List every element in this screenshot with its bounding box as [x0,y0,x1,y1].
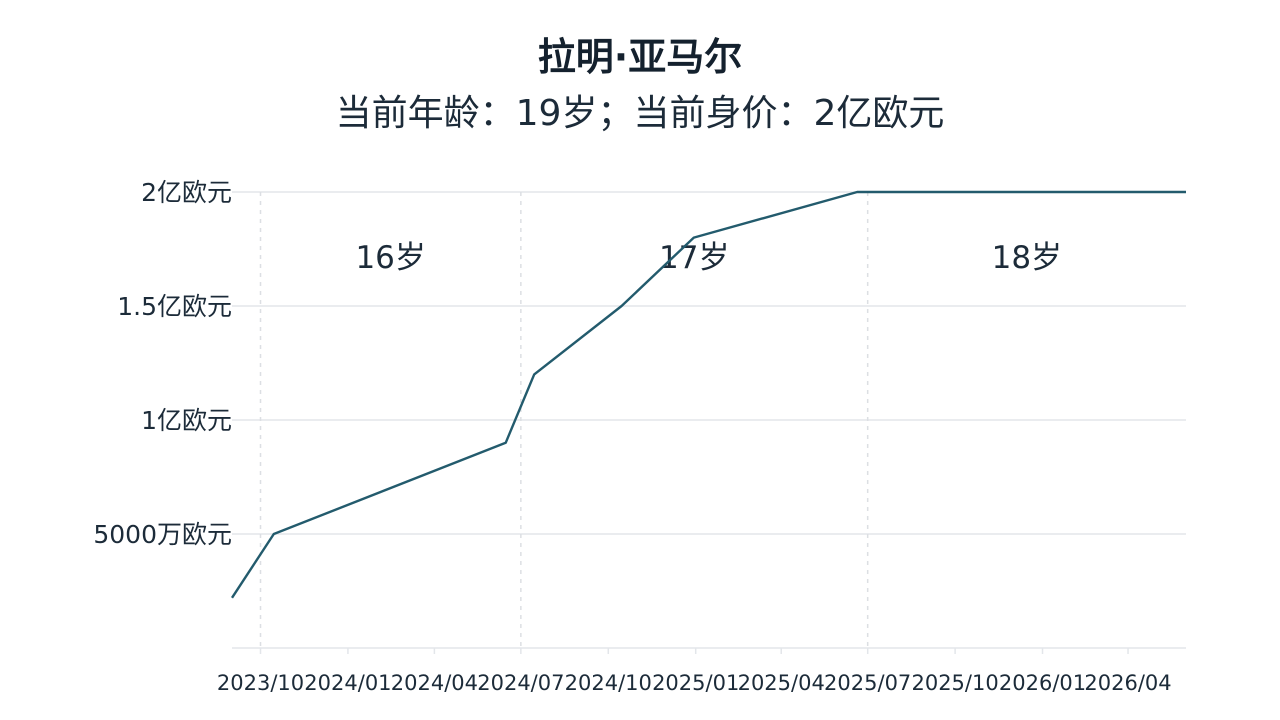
x-tick-label: 2023/10 [217,671,304,695]
x-tick-label: 2024/10 [565,671,652,695]
age-labels: 16岁 17岁 18岁 [355,240,1062,276]
y-axis-ticks: 5000万欧元 1亿欧元 1.5亿欧元 2亿欧元 [93,178,232,549]
y-tick-label: 1.5亿欧元 [117,292,232,321]
series [230,190,1186,599]
age-dividers [259,192,869,648]
age-label: 16岁 [355,240,425,276]
x-tick-label: 2026/04 [1084,671,1171,695]
chart-subtitle: 当前年龄：19岁；当前身价：2亿欧元 [335,93,945,134]
x-tick-label: 2025/04 [738,671,825,695]
y-tick-label: 2亿欧元 [141,178,232,207]
x-tick-label: 2024/04 [391,671,478,695]
x-tick-label: 2024/01 [304,671,391,695]
x-axis-ticks: 2023/10 2024/01 2024/04 2024/07 2024/10 2025/… [217,648,1172,695]
x-tick-label: 2025/10 [911,671,998,695]
age-label: 18岁 [992,240,1062,276]
age-label: 17岁 [659,240,729,276]
x-tick-label: 2025/07 [824,671,911,695]
x-tick-label: 2025/01 [652,671,739,695]
x-tick-label: 2024/07 [477,671,564,695]
y-tick-label: 1亿欧元 [141,406,232,435]
x-tick-label: 2026/01 [999,671,1086,695]
market-value-line [230,190,1186,599]
chart-title: 拉明·亚马尔 [537,35,743,79]
y-tick-label: 5000万欧元 [93,520,232,549]
